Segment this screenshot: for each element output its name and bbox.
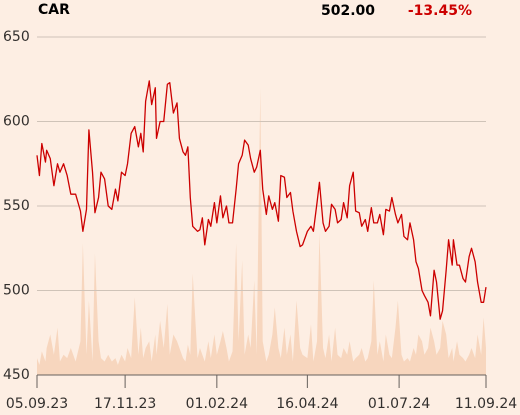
volume-area bbox=[37, 87, 486, 375]
y-tick-label: 500 bbox=[3, 283, 30, 299]
symbol: CAR bbox=[38, 2, 70, 18]
price-line bbox=[36, 80, 487, 320]
x-tick-label: 11.09.24 bbox=[455, 396, 517, 412]
x-tick-label: 01.02.24 bbox=[186, 396, 248, 412]
change: -13.45% bbox=[408, 3, 472, 19]
price: 502.00 bbox=[321, 3, 375, 19]
y-tick-label: 600 bbox=[3, 114, 30, 130]
x-tick-label: 05.09.23 bbox=[6, 396, 68, 412]
x-tick-label: 16.04.24 bbox=[276, 396, 338, 412]
x-tick-label: 17.11.23 bbox=[94, 396, 156, 412]
y-tick-label: 450 bbox=[3, 367, 30, 383]
y-tick-label: 650 bbox=[3, 29, 30, 45]
x-tick-label: 01.07.24 bbox=[368, 396, 430, 412]
y-tick-label: 550 bbox=[3, 198, 30, 214]
